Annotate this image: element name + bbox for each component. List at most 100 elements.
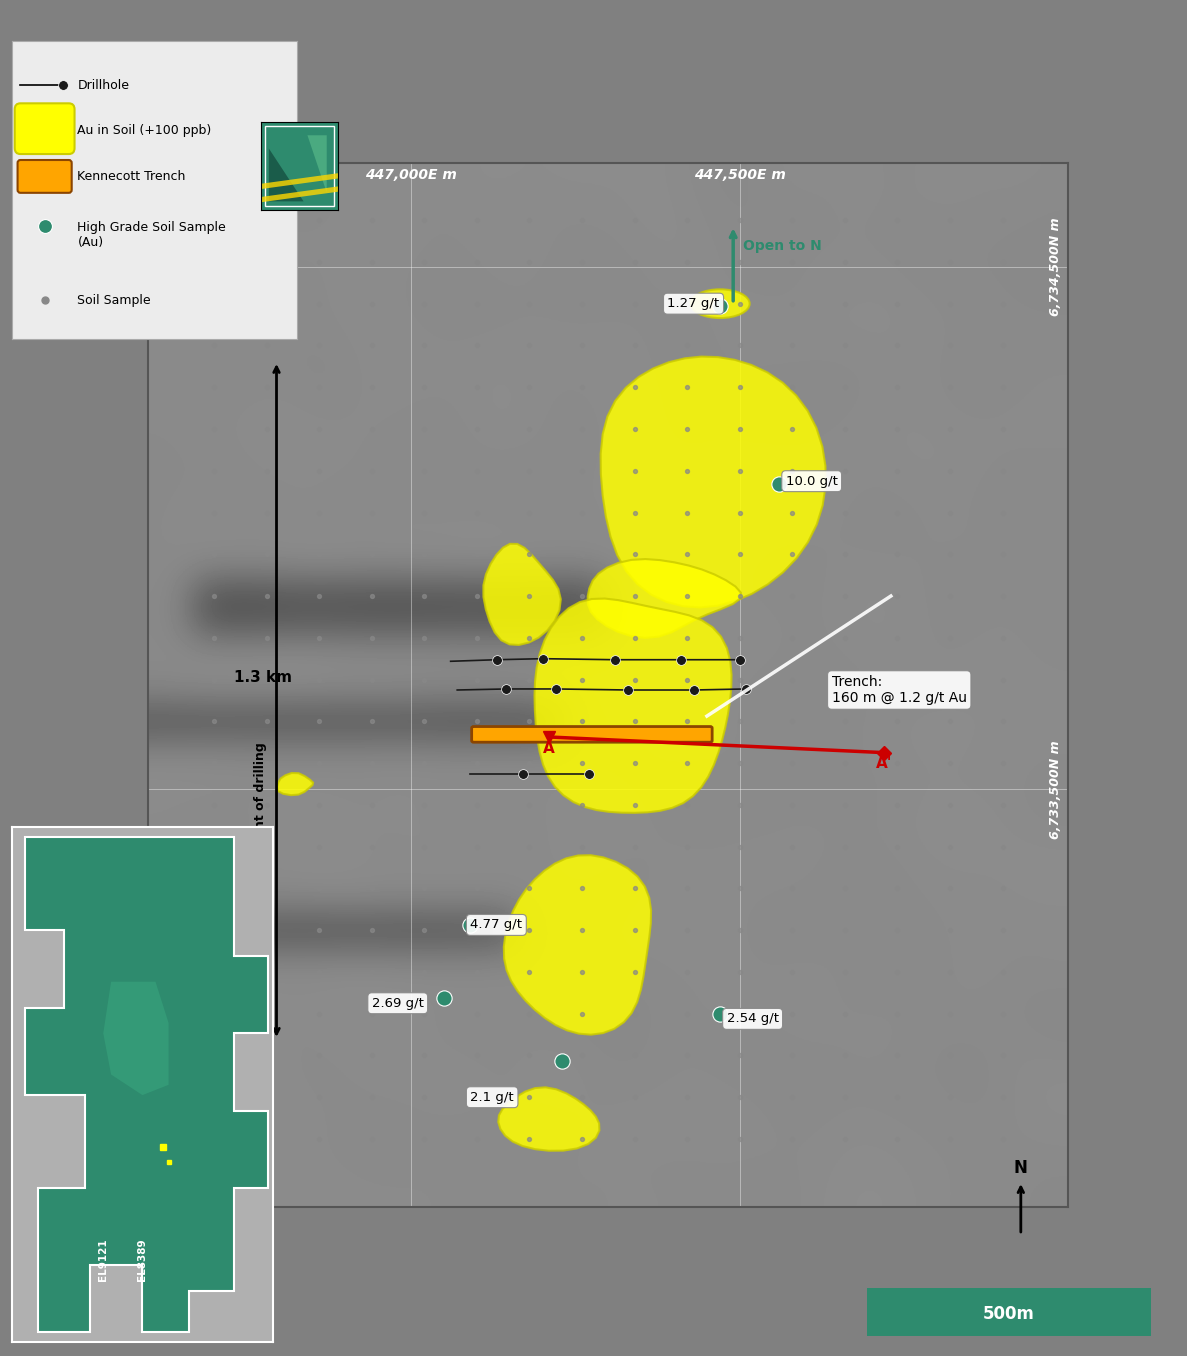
Point [994, 1128, 1013, 1150]
Text: N: N [1014, 1159, 1028, 1177]
Point [572, 919, 591, 941]
Point [414, 502, 433, 523]
Point [258, 1128, 277, 1150]
Point [678, 293, 697, 315]
Point [994, 626, 1013, 648]
Point [836, 377, 855, 399]
Point [730, 919, 749, 941]
Point [362, 961, 381, 983]
Point [572, 209, 591, 231]
Point [310, 1128, 329, 1150]
Point [888, 961, 907, 983]
Point [204, 209, 223, 231]
Polygon shape [588, 559, 741, 637]
Point [836, 460, 855, 481]
Point [940, 251, 959, 273]
Point [258, 795, 277, 816]
Point [204, 1086, 223, 1108]
Point [468, 877, 487, 899]
Point [468, 1044, 487, 1066]
Point [836, 877, 855, 899]
Point [468, 209, 487, 231]
Point [783, 919, 802, 941]
Point [940, 377, 959, 399]
Polygon shape [268, 149, 304, 201]
Point [362, 1128, 381, 1150]
Point [940, 835, 959, 857]
Point [572, 1003, 591, 1025]
Point [994, 377, 1013, 399]
Point [940, 1003, 959, 1025]
Point [468, 335, 487, 357]
Point [888, 544, 907, 565]
Point [730, 835, 749, 857]
Point [520, 1044, 539, 1066]
Point [836, 1003, 855, 1025]
Point [678, 711, 697, 732]
Point [678, 877, 697, 899]
Point [888, 835, 907, 857]
Point [888, 335, 907, 357]
Point [678, 1003, 697, 1025]
Text: A': A' [876, 757, 893, 772]
Text: 10.0 g/t: 10.0 g/t [786, 475, 838, 488]
Point [626, 1128, 645, 1150]
Point [994, 919, 1013, 941]
Point [362, 251, 381, 273]
Point [414, 1128, 433, 1150]
Point [783, 1044, 802, 1066]
Point [572, 795, 591, 816]
Point [783, 795, 802, 816]
Point [468, 1003, 487, 1025]
Point [414, 293, 433, 315]
Point [468, 795, 487, 816]
Point [414, 711, 433, 732]
Point [888, 711, 907, 732]
Point [414, 209, 433, 231]
Point [678, 835, 697, 857]
Point [572, 586, 591, 607]
Point [310, 1086, 329, 1108]
Point [468, 251, 487, 273]
Point [730, 377, 749, 399]
Point [994, 669, 1013, 690]
Point [678, 961, 697, 983]
FancyBboxPatch shape [471, 727, 712, 742]
Point [310, 293, 329, 315]
Point [994, 502, 1013, 523]
Text: 4.77 g/t: 4.77 g/t [470, 918, 522, 932]
Point [572, 626, 591, 648]
Point [678, 418, 697, 439]
Point [888, 919, 907, 941]
Point [258, 586, 277, 607]
Point [204, 1044, 223, 1066]
Point [258, 251, 277, 273]
Point [940, 1086, 959, 1108]
Point [994, 795, 1013, 816]
Ellipse shape [691, 289, 750, 319]
Point [414, 919, 433, 941]
Point [258, 919, 277, 941]
Point [572, 460, 591, 481]
Point [572, 835, 591, 857]
Point [836, 669, 855, 690]
Point [258, 1003, 277, 1025]
Point [730, 460, 749, 481]
Point [362, 877, 381, 899]
Point [362, 1044, 381, 1066]
Point [626, 544, 645, 565]
Point [994, 835, 1013, 857]
Point [204, 795, 223, 816]
Text: 6,733,500N m: 6,733,500N m [1049, 740, 1061, 838]
Point [414, 460, 433, 481]
Point [468, 544, 487, 565]
Point [626, 835, 645, 857]
Point [310, 877, 329, 899]
Point [940, 711, 959, 732]
Point [626, 669, 645, 690]
Point [204, 1128, 223, 1150]
Point [940, 1128, 959, 1150]
Point [783, 1128, 802, 1150]
Point [572, 377, 591, 399]
Text: 447,000E m: 447,000E m [366, 168, 457, 182]
